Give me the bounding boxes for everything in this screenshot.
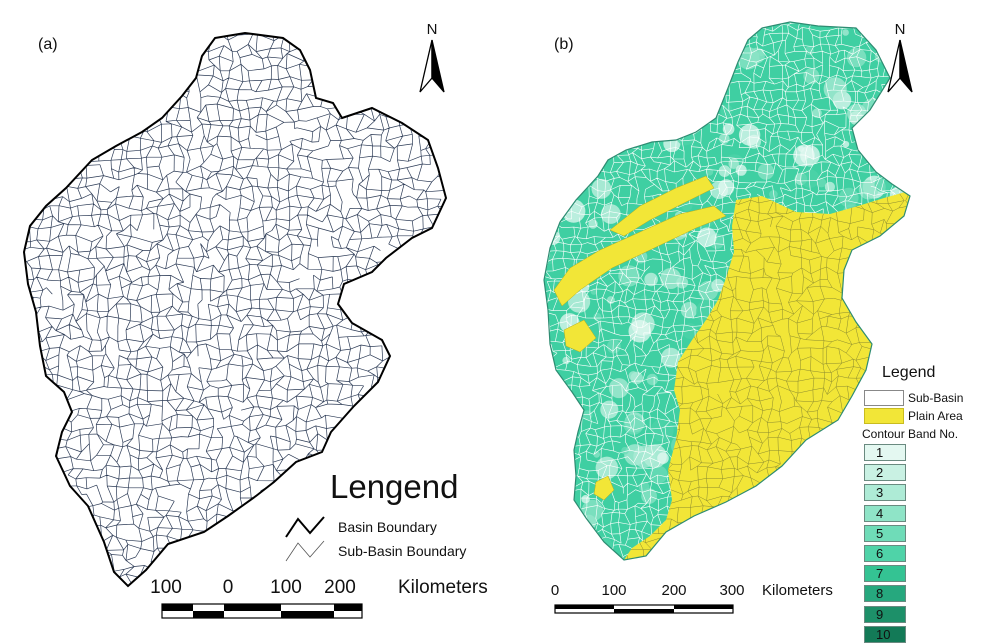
panel-b-label: (b) [554, 36, 574, 53]
contour-band-swatch [864, 585, 906, 603]
basin-boundary-a [22, 31, 448, 588]
scale-tick-b: 300 [719, 582, 745, 599]
scale-tick-b: 200 [661, 582, 687, 599]
legend-title-b: Legend [882, 364, 936, 381]
basin-boundary-b [543, 21, 911, 561]
scale-tick-a: 0 [222, 577, 234, 598]
contour-band-number: 9 [876, 606, 884, 622]
contour-band-swatch [864, 524, 906, 542]
panel-a-label: (a) [38, 36, 58, 53]
panel-b: (b) N Legend Sub-Basin [500, 0, 1000, 643]
sub-basin-boundary-symbol [285, 540, 325, 562]
legend-item-plain-area: Plain Area [864, 408, 963, 424]
north-label-a: N [426, 21, 438, 38]
contour-band-number: 7 [876, 566, 884, 582]
basin-map-b [543, 21, 911, 561]
plain-area-swatch [864, 408, 904, 424]
legend-label-sub-basin-boundary: Sub-Basin Boundary [338, 543, 467, 559]
contour-band-number: 4 [876, 505, 884, 521]
contour-band-swatch [864, 545, 906, 562]
legend-label-plain-area: Plain Area [908, 409, 963, 423]
scale-bar-graphic-b [554, 604, 734, 614]
basin-boundary-symbol [285, 516, 325, 538]
scale-bar-graphic-a [161, 603, 363, 619]
north-arrow-b: N [880, 22, 920, 99]
legend-label-basin-boundary: Basin Boundary [338, 519, 437, 535]
scale-tick-a: 100 [270, 577, 302, 598]
legend-item-sub-basin: Sub-Basin [864, 390, 963, 406]
contour-band-swatch [864, 484, 906, 502]
north-arrow-icon [419, 39, 445, 93]
contour-band-swatch [864, 464, 906, 482]
panel-a: (a) N Lengend Basin Boundary Sub-Basin B… [0, 0, 500, 632]
contour-band-swatch [864, 565, 906, 583]
scale-unit-b: Kilometers [762, 582, 833, 599]
contour-band-number: 8 [876, 586, 884, 602]
sub-basin-swatch [864, 390, 904, 406]
scale-tick-a: 200 [324, 577, 356, 598]
scale-unit-a: Kilometers [398, 577, 488, 598]
contour-band-number: 2 [876, 465, 884, 481]
legend-item-basin-boundary: Basin Boundary [284, 514, 437, 540]
scale-tick-b: 100 [601, 582, 627, 599]
plain-patches-west [553, 175, 727, 501]
basin-map-a [22, 31, 448, 588]
legend-band-header: Contour Band No. [862, 427, 959, 441]
contour-band-number: 6 [876, 546, 884, 561]
scale-tick-b: 0 [550, 582, 560, 599]
contour-band-number: 1 [876, 445, 884, 460]
north-arrow-a: N [412, 22, 452, 99]
legend-item-sub-basin-boundary: Sub-Basin Boundary [284, 538, 466, 564]
scale-tick-a: 100 [150, 577, 182, 598]
contour-band-swatch [864, 504, 906, 522]
contour-band-swatch [864, 444, 906, 461]
legend-label-sub-basin: Sub-Basin [908, 391, 964, 405]
scale-bar-a: 100 0 100 200 Kilometers [0, 577, 500, 627]
contour-band-swatch [864, 605, 906, 623]
contour-band-number: 5 [876, 525, 884, 541]
legend-title-a: Lengend [330, 468, 459, 505]
scale-bar-b: 0 100 200 300 Kilometers [500, 582, 1000, 632]
north-label-b: N [894, 21, 906, 38]
contour-band-number: 3 [876, 485, 884, 501]
north-arrow-icon [887, 39, 913, 93]
